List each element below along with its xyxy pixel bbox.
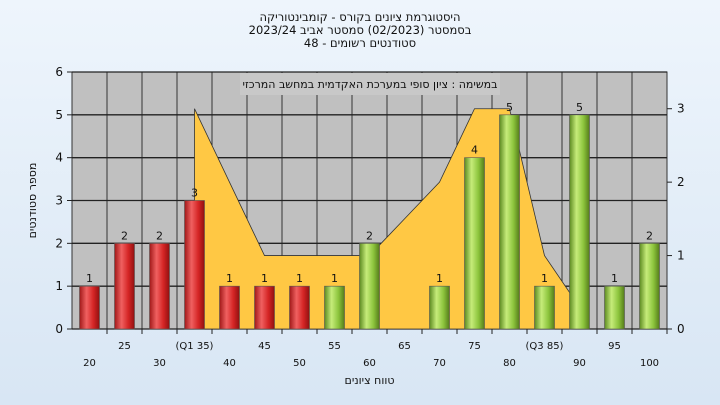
bar-45 [254, 285, 275, 330]
data-label: 2 [366, 229, 373, 242]
bar-80 [499, 114, 520, 330]
x-tick-label: 60 [363, 358, 376, 369]
x-tick-label: 65 [398, 341, 411, 352]
y2-tick-label: 3 [677, 102, 685, 116]
y-tick-label: 0 [55, 322, 63, 336]
x-tick-label: (Q1 35) [176, 341, 214, 352]
data-label: 1 [86, 272, 93, 285]
bar-60 [359, 243, 380, 330]
x-tick-label: 55 [328, 341, 341, 352]
data-label: 1 [296, 272, 303, 285]
chart-title: היסטוגרמת ציונים בקורס - קומבינטוריקה [259, 10, 461, 24]
data-label: 1 [261, 272, 268, 285]
data-label: 1 [226, 272, 233, 285]
y2-tick-label: 1 [677, 249, 685, 263]
chart-annotation: במשימה : ציון סופי במערכת האקדמית במחשב … [243, 78, 498, 91]
bar-95 [604, 285, 625, 330]
bar-(Q1 35) [184, 200, 205, 330]
x-tick-label: 20 [83, 358, 96, 369]
bar-(Q3 85) [534, 285, 555, 330]
y-tick-label: 3 [55, 194, 63, 208]
data-label: 5 [506, 101, 513, 114]
y-tick-label: 1 [55, 279, 63, 293]
data-label: 1 [331, 272, 338, 285]
x-tick-label: 45 [258, 341, 271, 352]
bar-25 [114, 243, 135, 330]
chart-students-count: סטודנטים רשומים - 48 [303, 36, 417, 50]
x-axis-title: טווח ציונים [345, 374, 395, 387]
bar-30 [149, 243, 170, 330]
data-label: 1 [611, 272, 618, 285]
data-label: 2 [156, 229, 163, 242]
y-tick-label: 2 [55, 236, 63, 250]
x-tick-label: 40 [223, 358, 236, 369]
data-label: 1 [436, 272, 443, 285]
x-tick-label: 75 [468, 341, 481, 352]
chart-subtitle: בסמסטר (02/2023) סמסטר אביב 2023/24 [248, 23, 472, 37]
bar-75 [464, 157, 485, 330]
annotation-box [240, 73, 500, 95]
data-label: 5 [576, 101, 583, 114]
x-tick-label: 70 [433, 358, 446, 369]
data-label: 2 [646, 229, 653, 242]
data-label: 4 [471, 144, 478, 157]
data-label: 2 [121, 229, 128, 242]
bar-20 [79, 285, 100, 330]
bar-70 [429, 285, 450, 330]
x-tick-label: (Q3 85) [526, 341, 564, 352]
y-tick-label: 5 [55, 108, 63, 122]
x-tick-label: 95 [608, 341, 621, 352]
bar-50 [289, 285, 310, 330]
bar-40 [219, 285, 240, 330]
x-tick-label: 90 [573, 358, 586, 369]
data-label: 3 [191, 187, 198, 200]
y2-tick-label: 2 [677, 175, 685, 189]
bar-55 [324, 285, 345, 330]
x-tick-label: 100 [640, 358, 659, 369]
x-tick-label: 30 [153, 358, 166, 369]
y2-tick-label: 0 [677, 322, 685, 336]
x-tick-label: 80 [503, 358, 516, 369]
y-tick-label: 6 [55, 65, 63, 79]
data-label: 1 [541, 272, 548, 285]
y-tick-label: 4 [55, 151, 63, 165]
x-tick-label: 50 [293, 358, 306, 369]
bar-100 [639, 243, 660, 330]
bar-90 [569, 114, 590, 330]
x-tick-label: 25 [118, 341, 131, 352]
y-axis-title: מספר סטודנטים [26, 163, 39, 239]
